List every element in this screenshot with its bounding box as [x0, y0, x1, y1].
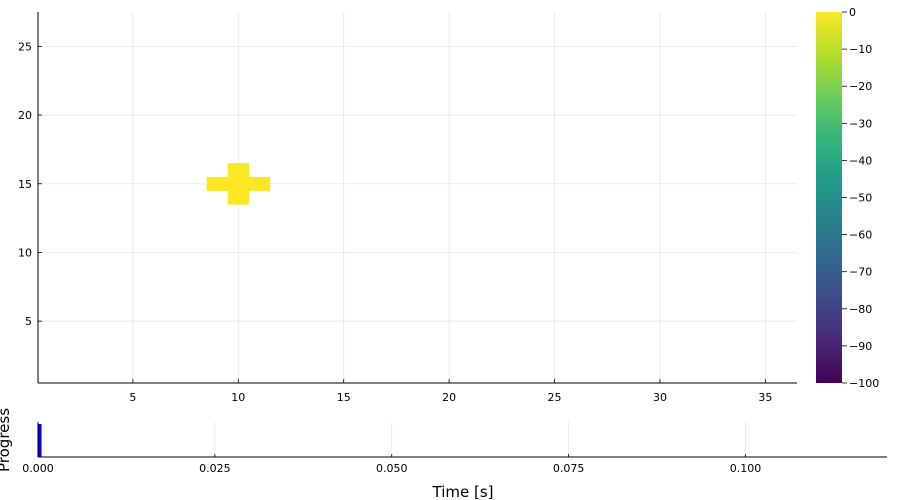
- heatmap-cell: [206, 176, 229, 191]
- colorbar-tick-label: −30: [849, 117, 872, 130]
- heatmap-cell: [227, 176, 250, 191]
- progress-bar: [38, 424, 42, 457]
- y-tick-label: 5: [25, 315, 32, 328]
- progress-x-tick-label: 0.050: [376, 462, 408, 475]
- heatmap-cells: [206, 163, 271, 205]
- colorbar-tick-label: −40: [849, 154, 872, 167]
- colorbar-tick-label: −100: [849, 377, 879, 390]
- x-tick-label: 25: [548, 391, 562, 404]
- progress-xlabel: Time [s]: [432, 483, 494, 500]
- colorbar-tick-label: −20: [849, 80, 872, 93]
- heatmap-cell: [227, 190, 250, 205]
- colorbar-tick-label: −50: [849, 192, 872, 205]
- colorbar-gradient: [816, 12, 842, 383]
- progress-plot: 0.000 0.025 0.050 0.075 0.100: [22, 422, 887, 475]
- y-tick-label: 20: [18, 109, 32, 122]
- y-tick-label: 25: [18, 40, 32, 53]
- x-tick-label: 15: [337, 391, 351, 404]
- progress-ylabel: Progress: [0, 408, 13, 472]
- progress-x-tick-label: 0.000: [22, 462, 54, 475]
- colorbar-tick-label: −90: [849, 340, 872, 353]
- x-tick-label: 30: [653, 391, 667, 404]
- colorbar-tick-label: −70: [849, 266, 872, 279]
- colorbar: 0 −10 −20 −30 −40 −50 −60 −70 −80 −90 −100: [816, 6, 879, 390]
- colorbar-tick-label: −80: [849, 303, 872, 316]
- heatmap-axes: 5 10 15 20 25 30 35 5 10 15 20 25: [18, 12, 797, 404]
- progress-x-tick-label: 0.100: [730, 462, 762, 475]
- heatmap-cell: [227, 163, 250, 178]
- colorbar-tick-label: 0: [849, 6, 856, 19]
- progress-x-tick-label: 0.025: [199, 462, 231, 475]
- y-tick-label: 15: [18, 178, 32, 191]
- x-tick-label: 35: [758, 391, 772, 404]
- y-tick-label: 10: [18, 246, 32, 259]
- x-tick-label: 10: [231, 391, 245, 404]
- x-tick-label: 20: [442, 391, 456, 404]
- heatmap-grid: [38, 12, 797, 383]
- colorbar-tick-label: −10: [849, 43, 872, 56]
- heatmap-cell: [248, 176, 271, 191]
- x-tick-label: 5: [129, 391, 136, 404]
- colorbar-tick-label: −60: [849, 229, 872, 242]
- progress-x-tick-label: 0.075: [553, 462, 585, 475]
